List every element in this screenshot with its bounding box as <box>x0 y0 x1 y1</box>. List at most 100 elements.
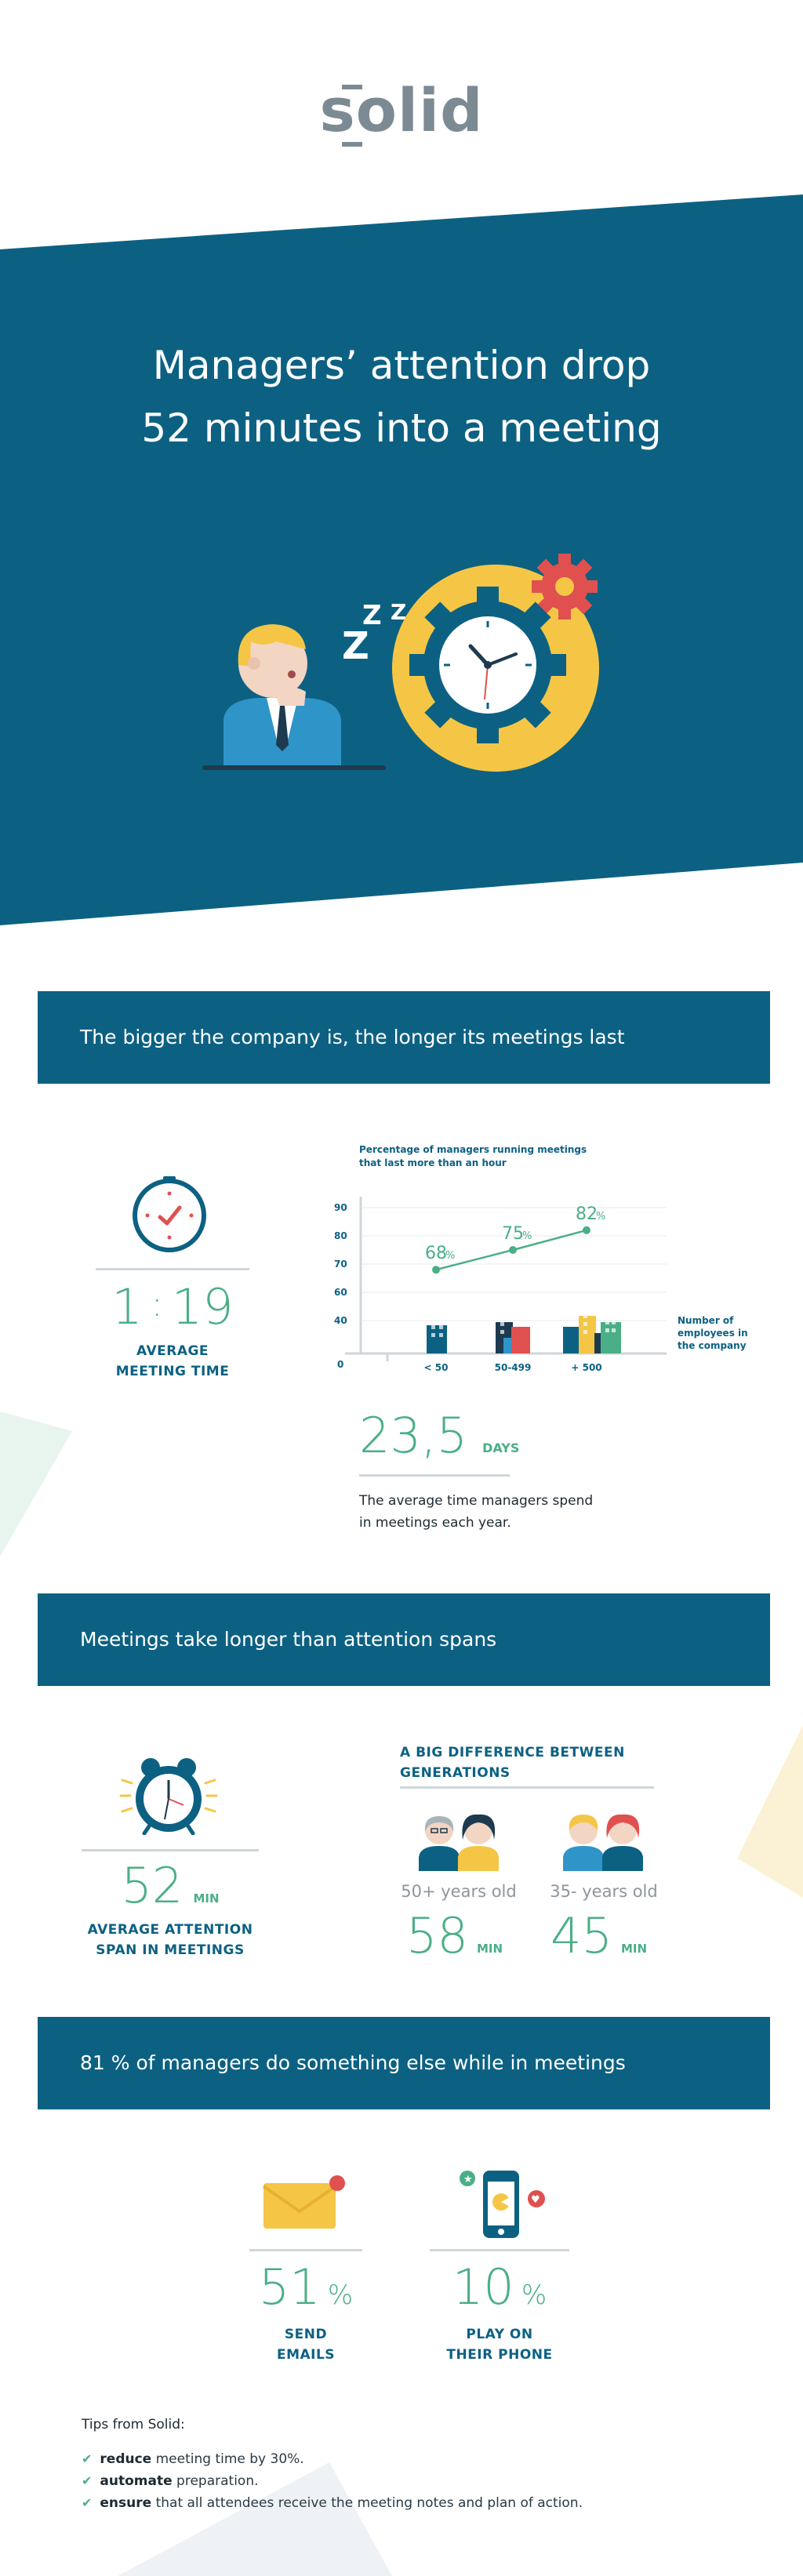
building-window <box>439 1325 443 1329</box>
generations-title-line1: A BIG DIFFERENCE BETWEEN <box>400 1745 625 1760</box>
building <box>579 1316 596 1353</box>
older-label: 50+ years old <box>401 1882 517 1901</box>
deco-triangle-yellow <box>737 1725 803 1898</box>
building-window <box>583 1330 587 1334</box>
data-point <box>509 1246 517 1254</box>
tip-bold: ensure <box>100 2495 152 2511</box>
attention-value: 52 MIN <box>82 1857 259 1914</box>
building-window <box>612 1328 616 1332</box>
divider-attention <box>82 1849 259 1851</box>
svg-text:♥: ♥ <box>531 2194 540 2206</box>
tip-item: ✔ ensure that all attendees receive the m… <box>82 2495 583 2517</box>
emails-label: SEND EMAILS <box>249 2324 362 2365</box>
tips-list: ✔ reduce meeting time by 30%. ✔ automate p… <box>82 2451 583 2517</box>
logo: solid <box>0 75 803 145</box>
avg-time-separator: : <box>151 1284 163 1324</box>
building-window <box>612 1321 616 1324</box>
avg-time-minutes: 19 <box>171 1278 234 1335</box>
avg-time-label: AVERAGE MEETING TIME <box>96 1341 249 1382</box>
x-tick-label: 50-499 <box>495 1362 532 1373</box>
chart-title: Percentage of managers running meetings … <box>359 1143 587 1170</box>
deco-triangle-green <box>0 1412 72 1557</box>
data-label: 82 <box>576 1204 598 1224</box>
tip-rest: meeting time by 30%. <box>151 2451 304 2467</box>
emails-value: 51 % <box>249 2258 362 2316</box>
days-desc-line1: The average time managers spend <box>359 1493 594 1509</box>
y-tick-label: 70 <box>334 1259 347 1270</box>
hero-title-line2: 52 minutes into a meeting <box>141 405 662 451</box>
older-unit: MIN <box>477 1942 503 1956</box>
check-icon: ✔ <box>82 2473 93 2488</box>
phone-value: 10 % <box>430 2258 569 2316</box>
attention-label-line2: SPAN IN MEETINGS <box>96 1942 245 1958</box>
younger-number: 45 <box>550 1907 612 1964</box>
data-point <box>583 1226 590 1234</box>
phone-pct: % <box>521 2280 547 2311</box>
person-hand <box>276 687 306 706</box>
emails-number: 51 <box>258 2258 321 2316</box>
svg-text:Z: Z <box>362 600 382 631</box>
building-window <box>500 1330 504 1334</box>
divider-emails <box>249 2249 362 2251</box>
check-icon: ✔ <box>82 2495 93 2510</box>
gear-clock-icon <box>409 587 566 743</box>
building <box>427 1325 447 1353</box>
y-tick-label: 40 <box>334 1315 347 1326</box>
phone-label-line2: THEIR PHONE <box>446 2347 553 2363</box>
avg-meeting-time-value: 1 : 19 <box>96 1278 249 1335</box>
building-window <box>605 1321 609 1324</box>
tip-rest: that all attendees receive the meeting n… <box>151 2495 583 2511</box>
phone-number: 10 <box>452 2258 514 2316</box>
attention-label: AVERAGE ATTENTION SPAN IN MEETINGS <box>66 1920 274 1960</box>
attention-label-line1: AVERAGE ATTENTION <box>87 1922 253 1938</box>
chart-xlabel-line1: Number of <box>678 1315 734 1326</box>
zzz-icon: Z <box>342 624 369 668</box>
clock-icon <box>133 1176 206 1252</box>
x-tick-label: + 500 <box>571 1362 601 1373</box>
hero-band <box>0 194 803 925</box>
data-label-pct: % <box>445 1250 455 1262</box>
younger-value: 45 MIN <box>550 1907 647 1964</box>
attention-unit: MIN <box>193 1891 220 1906</box>
emails-label-line1: SEND <box>284 2327 328 2342</box>
chart-title-line2: that last more than an hour <box>359 1157 507 1168</box>
logo-bar-bottom <box>342 142 362 147</box>
phone-icon: ★ ♥ <box>460 2171 545 2238</box>
generations-title: A BIG DIFFERENCE BETWEEN GENERATIONS <box>400 1742 625 1783</box>
phone-label: PLAY ON THEIR PHONE <box>430 2324 569 2365</box>
phone-label-line1: PLAY ON <box>466 2327 533 2342</box>
person-tie <box>276 706 289 751</box>
data-label-pct: % <box>522 1230 532 1242</box>
building-window <box>583 1314 587 1318</box>
hero-illustration: Z Z Z <box>202 554 599 772</box>
y-tick-label: 90 <box>334 1202 347 1213</box>
y-tick-label: 60 <box>334 1287 347 1298</box>
tip-item: ✔ reduce meeting time by 30%. <box>82 2451 583 2473</box>
building <box>601 1322 621 1353</box>
building-window <box>500 1322 504 1326</box>
tip-rest: preparation. <box>172 2473 259 2489</box>
tip-bold: automate <box>100 2473 173 2489</box>
building <box>503 1338 511 1353</box>
check-icon: ✔ <box>82 2451 93 2466</box>
divider-days <box>359 1474 510 1477</box>
attention-number: 52 <box>121 1857 183 1914</box>
deco-triangle-grey <box>118 2462 392 2576</box>
tip-bold: reduce <box>100 2451 152 2467</box>
x-tick-label: < 50 <box>424 1362 449 1373</box>
logo-bar-top <box>342 85 362 89</box>
avg-time-hours: 1 <box>111 1278 143 1335</box>
building-window <box>439 1333 443 1337</box>
banner-something-else: 81 % of managers do something else while… <box>38 2017 770 2109</box>
emails-pct: % <box>327 2280 354 2311</box>
data-label: 68 <box>425 1244 447 1263</box>
y-tick-label: 0 <box>337 1359 343 1370</box>
chart-xlabel: Number of employees in the company <box>678 1314 748 1352</box>
desk <box>202 765 386 770</box>
person-head <box>238 629 307 698</box>
emails-label-line2: EMAILS <box>276 2347 336 2363</box>
older-generation-avatars <box>419 1814 499 1871</box>
email-icon <box>262 2175 345 2229</box>
y-tick-label: 80 <box>334 1230 347 1241</box>
